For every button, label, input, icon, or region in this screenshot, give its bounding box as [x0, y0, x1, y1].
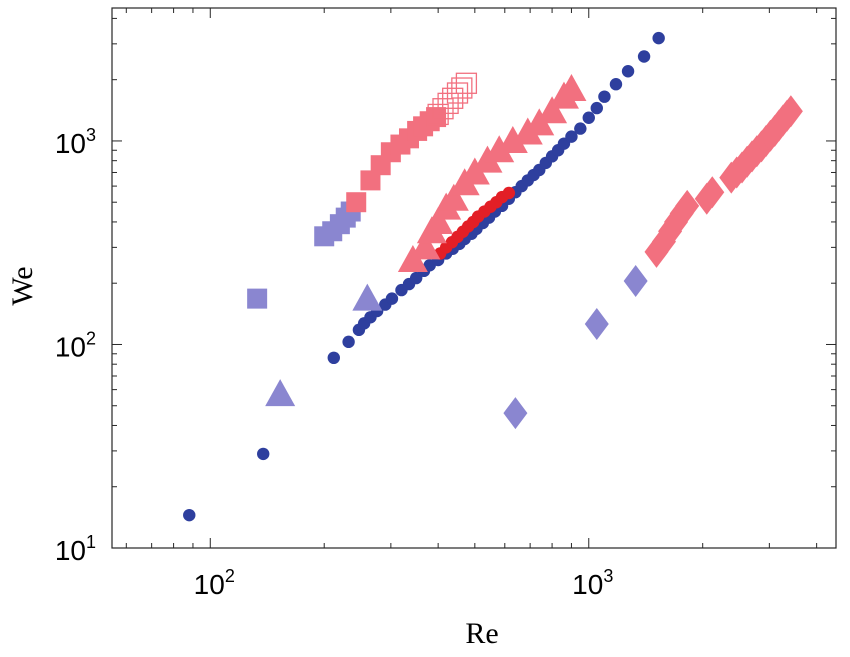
filled-circle-point — [652, 31, 665, 45]
filled-circle-point — [342, 335, 355, 349]
filled-square-point — [247, 288, 268, 309]
filled-circle-point — [257, 447, 270, 461]
filled-diamond-point — [623, 265, 648, 298]
y-tick-label: 102 — [55, 328, 96, 362]
filled-circle-point — [385, 292, 399, 305]
filled-diamond-point — [700, 176, 725, 209]
filled-diamond-point — [503, 397, 528, 430]
filled-square-point — [346, 192, 367, 213]
filled-square-point — [426, 107, 447, 128]
filled-triangle-point — [410, 232, 441, 260]
y-tick-label: 101 — [55, 532, 96, 566]
tick-labels: 102 103 101 102 103 — [55, 125, 614, 600]
axis-ticks — [112, 8, 836, 549]
filled-circle-point — [590, 101, 603, 115]
filled-circle-point — [609, 78, 623, 91]
filled-circle-point — [598, 90, 611, 103]
x-tick-label: 102 — [194, 566, 235, 600]
open-square-point — [455, 72, 478, 94]
filled-circle-point — [502, 186, 516, 200]
filled-circle-point — [327, 351, 340, 365]
filled-square-point — [360, 170, 381, 191]
filled-circle-point — [621, 65, 635, 78]
filled-triangle-point — [497, 125, 528, 153]
filled-circle-point — [565, 130, 578, 143]
filled-circle-point — [574, 122, 587, 135]
filled-triangle-point — [484, 135, 515, 163]
x-axis-title: Re — [465, 617, 498, 650]
filled-diamond-point — [675, 189, 700, 222]
filled-circle-point — [409, 271, 423, 285]
y-axis-title: We — [6, 266, 39, 305]
filled-triangle-point — [352, 283, 383, 311]
filled-triangle-point — [423, 206, 454, 234]
filled-triangle-point — [265, 379, 296, 407]
filled-circle-point — [183, 508, 196, 522]
filled-diamond-point — [778, 95, 803, 128]
filled-triangle-point — [537, 96, 568, 124]
filled-circle-point — [582, 111, 595, 124]
filled-circle-point — [637, 50, 651, 63]
open-square-point — [451, 77, 473, 99]
x-tick-label: 103 — [572, 566, 613, 600]
data-markers — [183, 31, 803, 522]
filled-diamond-point — [584, 308, 609, 341]
plot-frame — [111, 7, 837, 549]
filled-triangle-point — [556, 73, 587, 101]
filled-triangle-point — [438, 183, 469, 211]
y-tick-label: 103 — [55, 125, 96, 159]
